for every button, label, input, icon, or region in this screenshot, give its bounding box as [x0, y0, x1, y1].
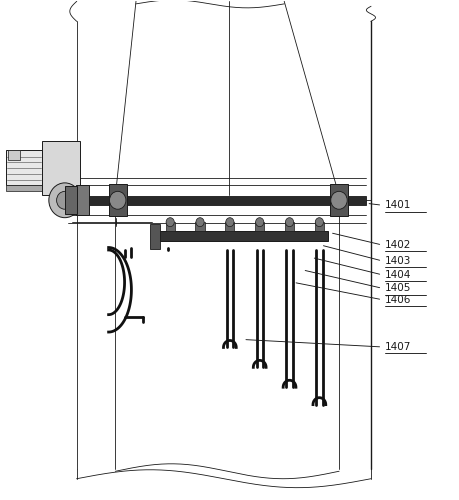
- Text: 1404: 1404: [385, 270, 411, 280]
- Bar: [225, 222, 235, 231]
- Circle shape: [196, 218, 204, 226]
- Circle shape: [226, 218, 234, 226]
- Text: 1405: 1405: [385, 284, 411, 294]
- Text: 1407: 1407: [385, 342, 411, 352]
- Circle shape: [56, 192, 73, 209]
- Bar: [285, 222, 294, 231]
- Bar: [76, 186, 90, 215]
- Circle shape: [315, 218, 324, 226]
- Bar: [65, 186, 77, 214]
- Bar: [166, 222, 175, 231]
- Circle shape: [256, 218, 264, 226]
- Circle shape: [331, 192, 347, 209]
- Bar: [196, 222, 205, 231]
- Bar: [315, 222, 324, 231]
- Bar: [330, 184, 348, 216]
- Bar: [150, 224, 160, 248]
- Bar: [109, 184, 127, 216]
- Circle shape: [110, 192, 126, 209]
- Text: 1403: 1403: [385, 256, 411, 266]
- Bar: [6, 150, 41, 186]
- Bar: [67, 196, 366, 205]
- Bar: [41, 140, 80, 196]
- Text: 1401: 1401: [385, 200, 411, 210]
- Bar: [8, 150, 20, 160]
- Bar: [255, 222, 264, 231]
- Text: 1402: 1402: [385, 240, 411, 250]
- Circle shape: [285, 218, 294, 226]
- Text: 1406: 1406: [385, 294, 411, 304]
- Bar: [6, 186, 41, 192]
- Circle shape: [49, 183, 81, 218]
- Circle shape: [166, 218, 174, 226]
- Bar: [159, 231, 328, 241]
